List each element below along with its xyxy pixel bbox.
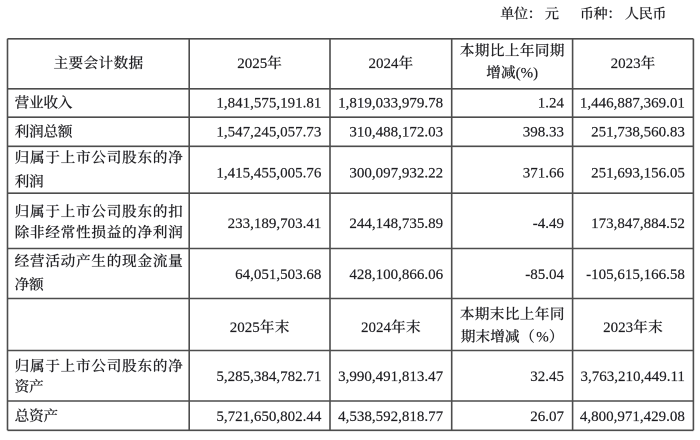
svg-text:64,051,503.68: 64,051,503.68	[235, 267, 321, 283]
svg-text:2025: 2025	[230, 320, 260, 336]
svg-text:2024: 2024	[369, 56, 400, 72]
svg-text:26.07: 26.07	[530, 409, 564, 425]
svg-text:2023: 2023	[603, 320, 633, 336]
svg-text:1,841,575,191.81: 1,841,575,191.81	[216, 96, 321, 112]
svg-text:428,100,866.06: 428,100,866.06	[349, 267, 443, 283]
svg-text:%: %	[536, 330, 549, 346]
svg-text:398.33: 398.33	[523, 125, 564, 141]
svg-text:244,148,735.89: 244,148,735.89	[349, 216, 443, 232]
svg-text:2023: 2023	[611, 56, 641, 72]
svg-text:251,738,560.83: 251,738,560.83	[591, 125, 685, 141]
svg-text:2025: 2025	[237, 56, 267, 72]
svg-text:371.66: 371.66	[523, 166, 565, 182]
svg-text:310,488,172.03: 310,488,172.03	[349, 125, 443, 141]
svg-text:1,446,887,369.01: 1,446,887,369.01	[580, 96, 685, 112]
svg-text:5,285,384,782.71: 5,285,384,782.71	[216, 369, 321, 385]
svg-text:1,819,033,979.78: 1,819,033,979.78	[338, 96, 443, 112]
svg-text:4,538,592,818.77: 4,538,592,818.77	[338, 409, 444, 425]
svg-text:251,693,156.05: 251,693,156.05	[591, 166, 685, 182]
svg-text:-4.49: -4.49	[533, 216, 564, 232]
svg-text:173,847,884.52: 173,847,884.52	[591, 216, 685, 232]
svg-text:1,547,245,057.73: 1,547,245,057.73	[216, 125, 321, 141]
svg-text:32.45: 32.45	[530, 369, 564, 385]
svg-text:3,763,210,449.11: 3,763,210,449.11	[580, 369, 684, 385]
svg-text:233,189,703.41: 233,189,703.41	[228, 216, 322, 232]
svg-text:-105,615,166.58: -105,615,166.58	[586, 267, 685, 283]
svg-text:3,990,491,813.47: 3,990,491,813.47	[338, 369, 444, 385]
svg-text:(%): (%)	[516, 66, 539, 82]
svg-text:300,097,932.22: 300,097,932.22	[349, 166, 443, 182]
svg-text:4,800,971,429.08: 4,800,971,429.08	[580, 409, 685, 425]
svg-text:-85.04: -85.04	[525, 267, 564, 283]
svg-text:1,415,455,005.76: 1,415,455,005.76	[216, 166, 322, 182]
svg-text:1.24: 1.24	[538, 96, 565, 112]
svg-text:2024: 2024	[361, 320, 392, 336]
svg-text:5,721,650,802.44: 5,721,650,802.44	[216, 409, 322, 425]
